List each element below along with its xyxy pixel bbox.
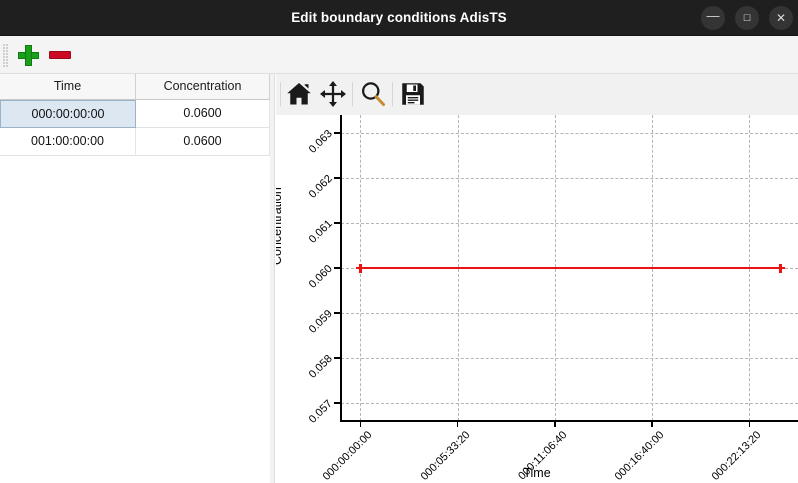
home-icon <box>287 83 311 105</box>
x-axis-tick <box>554 421 556 427</box>
pan-button[interactable] <box>318 79 348 109</box>
pan-icon <box>320 81 346 107</box>
toolbar-separator <box>392 82 393 106</box>
y-axis-tick-label: 0.060 <box>307 262 336 291</box>
cell-time[interactable]: 001:00:00:00 <box>0 128 136 156</box>
y-axis-tick <box>334 357 341 359</box>
grid-line-horizontal <box>341 178 798 179</box>
table-row: 001:00:00:00 0.0600 <box>0 128 270 156</box>
minimize-icon: — <box>706 8 720 23</box>
window-title: Edit boundary conditions AdisTS <box>291 10 507 25</box>
y-axis-tick-label: 0.061 <box>307 217 336 246</box>
cell-time[interactable]: 000:00:00:00 <box>0 100 136 128</box>
toolbar-separator <box>280 82 281 106</box>
x-axis-label: Time <box>523 466 551 480</box>
y-axis-tick-label: 0.063 <box>307 127 336 156</box>
grid-line-horizontal <box>341 358 798 359</box>
app-toolbar <box>0 36 798 74</box>
zoom-icon <box>361 82 385 106</box>
cell-concentration[interactable]: 0.0600 <box>136 128 270 156</box>
close-button[interactable]: ✕ <box>769 6 793 30</box>
boundary-conditions-table: Time Concentration 000:00:00:00 0.0600 0… <box>0 74 270 483</box>
plot-canvas[interactable]: 0.057 0.058 0.059 0.060 0.061 0.062 0.063 000:0… <box>276 115 798 483</box>
y-axis-tick-label: 0.062 <box>307 172 336 201</box>
data-line <box>360 266 781 270</box>
y-axis-spine <box>340 115 342 421</box>
data-point-marker <box>775 263 785 273</box>
table-row: 000:00:00:00 0.0600 <box>0 100 270 128</box>
maximize-button[interactable]: ☐ <box>735 6 759 30</box>
x-axis-tick <box>456 421 459 427</box>
maximize-icon: ☐ <box>742 13 752 23</box>
x-axis-tick <box>651 421 653 427</box>
y-axis-tick <box>334 132 341 134</box>
plot-navigation-toolbar <box>276 74 798 115</box>
column-header-concentration[interactable]: Concentration <box>136 74 270 100</box>
zoom-button[interactable] <box>358 79 388 109</box>
save-icon <box>402 83 424 105</box>
cell-concentration[interactable]: 0.0600 <box>136 100 270 128</box>
y-axis-tick <box>334 222 341 224</box>
panel-splitter[interactable] <box>270 74 275 483</box>
y-axis-tick <box>334 177 341 179</box>
minus-icon <box>49 51 71 59</box>
grid-line-horizontal <box>341 133 798 134</box>
add-row-button[interactable] <box>14 41 44 69</box>
toolbar-drag-handle[interactable] <box>3 44 9 67</box>
title-bar: Edit boundary conditions AdisTS — ☐ ✕ <box>0 0 798 36</box>
table-empty-area[interactable] <box>0 156 270 483</box>
y-axis-tick-label: 0.057 <box>307 397 336 426</box>
toolbar-separator <box>352 82 353 106</box>
y-axis-tick-label: 0.059 <box>307 307 336 336</box>
column-header-time[interactable]: Time <box>0 74 136 100</box>
grid-line-horizontal <box>341 403 798 404</box>
y-axis-tick <box>334 312 341 314</box>
close-icon: ✕ <box>775 11 787 25</box>
grid-line-horizontal <box>341 223 798 224</box>
x-axis-tick <box>748 421 751 427</box>
remove-row-button[interactable] <box>46 41 76 69</box>
x-axis-tick <box>359 421 362 427</box>
y-axis-tick <box>334 402 341 404</box>
table-header-row: Time Concentration <box>0 74 270 100</box>
y-axis-tick <box>334 267 341 269</box>
data-point-marker <box>355 263 365 273</box>
y-axis-label: Concentration <box>276 187 284 265</box>
minimize-button[interactable]: — <box>701 6 725 30</box>
y-axis-tick-label: 0.058 <box>307 352 336 381</box>
home-button[interactable] <box>284 79 314 109</box>
save-button[interactable] <box>398 79 428 109</box>
grid-line-horizontal <box>341 313 798 314</box>
plot-panel: 0.057 0.058 0.059 0.060 0.061 0.062 0.063 000:0… <box>276 74 798 483</box>
x-axis-spine <box>340 420 798 422</box>
plus-icon <box>18 45 39 66</box>
